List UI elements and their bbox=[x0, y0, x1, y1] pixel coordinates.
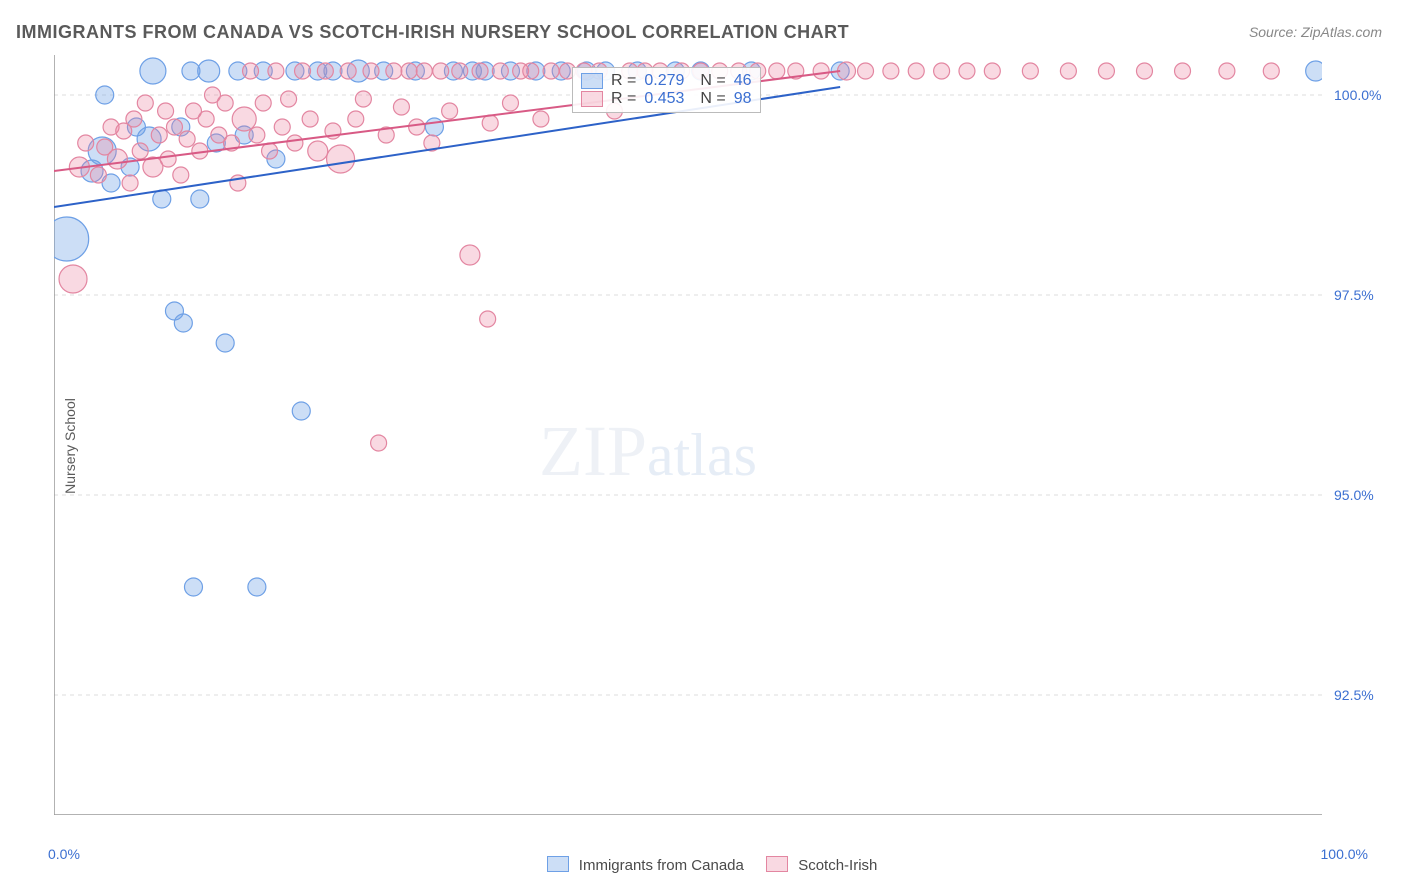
source-attribution: Source: ZipAtlas.com bbox=[1249, 24, 1382, 40]
chart-title: IMMIGRANTS FROM CANADA VS SCOTCH-IRISH N… bbox=[16, 22, 849, 43]
stats-r-label: R = bbox=[611, 90, 636, 108]
stats-n-label: N = bbox=[700, 90, 725, 108]
legend-swatch-0 bbox=[547, 856, 569, 872]
legend-label-1: Scotch-Irish bbox=[798, 857, 877, 874]
stats-n-value: 98 bbox=[734, 90, 752, 108]
stats-r-label: R = bbox=[611, 72, 636, 90]
legend-label-0: Immigrants from Canada bbox=[579, 857, 744, 874]
stats-r-value: 0.279 bbox=[644, 72, 684, 90]
stats-row: R = 0.453 N = 98 bbox=[581, 90, 752, 108]
y-tick-label: 97.5% bbox=[1334, 287, 1374, 303]
legend-swatch-1 bbox=[766, 856, 788, 872]
plot-area: ZIPatlas R =0.279N =46R =0.453N =98 bbox=[54, 55, 1322, 815]
stats-swatch bbox=[581, 73, 603, 89]
y-tick-label: 95.0% bbox=[1334, 487, 1374, 503]
legend: Immigrants from Canada Scotch-Irish bbox=[0, 856, 1406, 874]
stats-r-value: 0.453 bbox=[644, 90, 684, 108]
scatter-plot-svg bbox=[54, 55, 1322, 815]
stats-swatch bbox=[581, 91, 603, 107]
correlation-stats-box: R = 0.279 N = 46 R = 0.453 N = 98 bbox=[572, 67, 761, 113]
y-tick-label: 92.5% bbox=[1334, 687, 1374, 703]
y-tick-label: 100.0% bbox=[1334, 87, 1381, 103]
stats-row: R = 0.279 N = 46 bbox=[581, 72, 752, 90]
stats-n-label: N = bbox=[700, 72, 725, 90]
stats-n-value: 46 bbox=[734, 72, 752, 90]
chart-container: IMMIGRANTS FROM CANADA VS SCOTCH-IRISH N… bbox=[0, 0, 1406, 892]
